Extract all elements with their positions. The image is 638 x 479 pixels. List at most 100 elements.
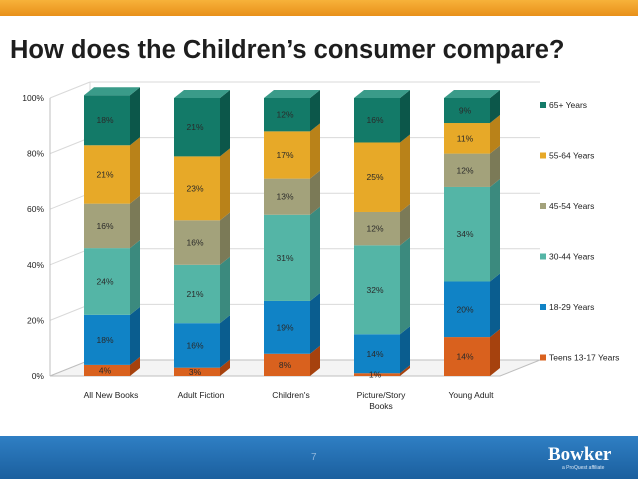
legend-swatch	[540, 152, 546, 159]
bar-segment-side	[400, 237, 410, 335]
bar-segment-side	[310, 345, 320, 376]
chart-legend: 65+ Years 55-64 Years 45-54 Years 30-44 Yea…	[540, 100, 619, 363]
bar-segment	[354, 142, 400, 212]
data-label: 20%	[456, 304, 473, 314]
bar-segment	[444, 186, 490, 282]
bar-segment-side	[310, 170, 320, 215]
bar-segment	[84, 95, 130, 146]
data-label: 12%	[366, 224, 383, 234]
y-tick-label: 0%	[32, 371, 45, 381]
chart-data-labels: 4% 18% 24% 16% 21% 18% 3% 16% 21% 16% 23% 21% 8% 19% 3…	[96, 106, 473, 380]
bar-segment-side	[310, 206, 320, 301]
data-label: 16%	[186, 340, 203, 350]
bar-segment-side	[130, 240, 140, 315]
data-label: 14%	[456, 352, 473, 362]
legend-entry: 45-54 Years	[549, 201, 594, 211]
data-label: 21%	[186, 122, 203, 132]
gridline-side	[49, 137, 91, 155]
logo-tagline: a ProQuest affiliate	[562, 465, 605, 471]
bar-segment-side	[310, 123, 320, 179]
bar-segment-side	[490, 273, 500, 338]
page-number: 7	[311, 452, 317, 463]
bar-segment	[444, 337, 490, 376]
data-label: 32%	[366, 285, 383, 295]
x-category-label: Adult Fiction	[178, 390, 225, 400]
bar-segment	[264, 131, 310, 179]
bar-segment-side	[400, 365, 410, 376]
bar-segment	[264, 178, 310, 215]
bar-segment-side	[130, 195, 140, 249]
data-label: 12%	[276, 110, 293, 120]
bar-segment-side	[220, 256, 230, 324]
data-label: 34%	[456, 229, 473, 239]
y-tick-label: 40%	[27, 260, 44, 270]
legend-swatch	[540, 102, 546, 108]
bar-segment	[354, 211, 400, 246]
data-label: 16%	[96, 221, 113, 231]
data-label: 16%	[366, 115, 383, 125]
bar-segment-side	[490, 115, 500, 154]
data-label: 1%	[369, 370, 382, 380]
data-label: 25%	[366, 172, 383, 182]
data-label: 16%	[186, 238, 203, 248]
bar-segment	[174, 323, 220, 368]
bar-segment-side	[400, 203, 410, 246]
bar-segment	[444, 153, 490, 187]
gridline-side	[49, 192, 91, 210]
data-label: 21%	[186, 289, 203, 299]
top-accent-band	[0, 0, 638, 16]
legend-entry: 65+ Years	[549, 100, 587, 110]
data-label: 17%	[276, 150, 293, 160]
data-label: 14%	[366, 349, 383, 359]
bar-segment	[84, 314, 130, 365]
bar-segment	[174, 156, 220, 221]
legend-entry: 18-29 Years	[549, 302, 594, 312]
data-label: 21%	[96, 169, 113, 179]
y-tick-label: 60%	[27, 204, 44, 214]
x-category-label: Picture/Story	[357, 390, 406, 400]
bar-segment	[174, 220, 220, 265]
x-category-label: Young Adult	[448, 390, 494, 400]
bar-segment	[444, 123, 490, 154]
gridline-side	[49, 303, 91, 321]
bar-segment-side	[490, 90, 500, 124]
data-label: 18%	[96, 115, 113, 125]
gridline-side	[49, 81, 91, 99]
bar-segment-side	[490, 178, 500, 282]
bar-segment	[84, 248, 130, 315]
legend-swatch	[540, 203, 546, 209]
y-tick-label: 20%	[27, 315, 44, 325]
data-label: 18%	[96, 335, 113, 345]
bar-segment-side	[400, 134, 410, 212]
data-label: 31%	[276, 253, 293, 263]
bar-segment	[264, 300, 310, 354]
bar-segment-side	[130, 87, 140, 146]
bar-segment-side	[220, 148, 230, 221]
data-label: 3%	[189, 367, 202, 377]
slide-title: How does the Children’s consumer compare…	[10, 36, 565, 64]
bar-segment-side	[130, 306, 140, 365]
bar-segment	[444, 281, 490, 338]
bar-top-cap	[354, 90, 410, 98]
bar-segment	[354, 334, 400, 374]
bar-segment	[84, 364, 130, 376]
bar-segment	[354, 245, 400, 335]
data-label: 4%	[99, 365, 112, 375]
bar-segment-side	[220, 90, 230, 157]
bottom-footer-band	[0, 436, 638, 479]
bar-segment	[444, 98, 490, 124]
bar-segment	[174, 367, 220, 376]
bar-segment-side	[220, 315, 230, 368]
gridline-side	[49, 248, 91, 266]
bar-segment-side	[490, 329, 500, 376]
bowker-logo: Bowker a ProQuest affiliate	[548, 444, 628, 474]
data-label: 8%	[279, 360, 292, 370]
data-label: 9%	[459, 106, 472, 116]
bar-segment	[354, 373, 400, 376]
data-label: 24%	[96, 276, 113, 286]
bar-top-cap	[174, 90, 230, 98]
bar-segment	[174, 264, 220, 324]
bar-segment	[354, 98, 400, 143]
x-category-label: All New Books	[84, 390, 139, 400]
bar-segment	[174, 98, 220, 157]
